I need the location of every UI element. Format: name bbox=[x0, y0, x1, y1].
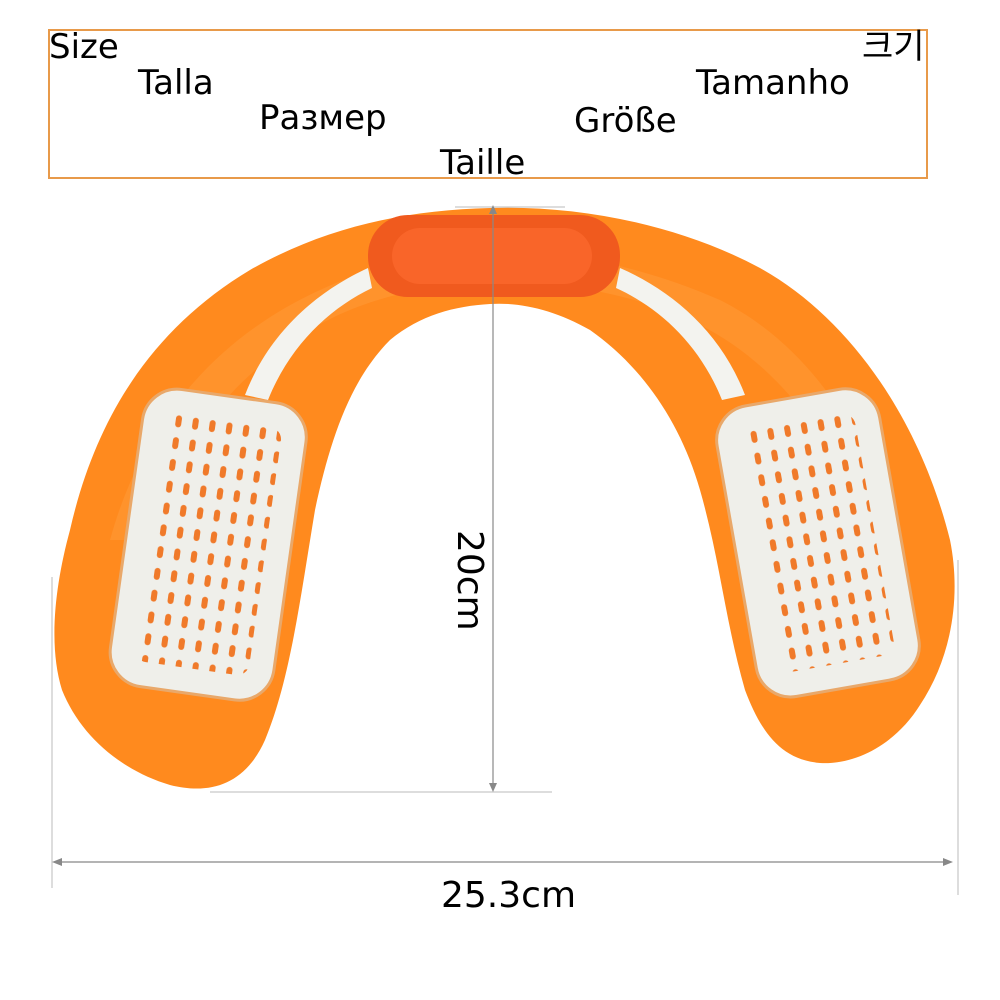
size-label-spanish: Talla bbox=[138, 63, 214, 103]
height-dimension-label: 20cm bbox=[449, 530, 490, 631]
width-dimension-label: 25.3cm bbox=[441, 875, 577, 916]
size-label-russian: Размер bbox=[259, 98, 387, 138]
size-label-english: Size bbox=[49, 27, 119, 67]
height-dimension-line bbox=[210, 205, 565, 793]
right-electrode-pad bbox=[715, 387, 921, 699]
width-dimension-line bbox=[51, 560, 959, 895]
size-label-french: Taille bbox=[440, 143, 526, 183]
size-label-german: Größe bbox=[574, 101, 677, 141]
size-label-korean: 크기 bbox=[862, 27, 925, 67]
left-electrode-pad bbox=[108, 387, 308, 702]
size-label-box bbox=[48, 29, 928, 179]
size-label-portuguese: Tamanho bbox=[696, 63, 850, 103]
